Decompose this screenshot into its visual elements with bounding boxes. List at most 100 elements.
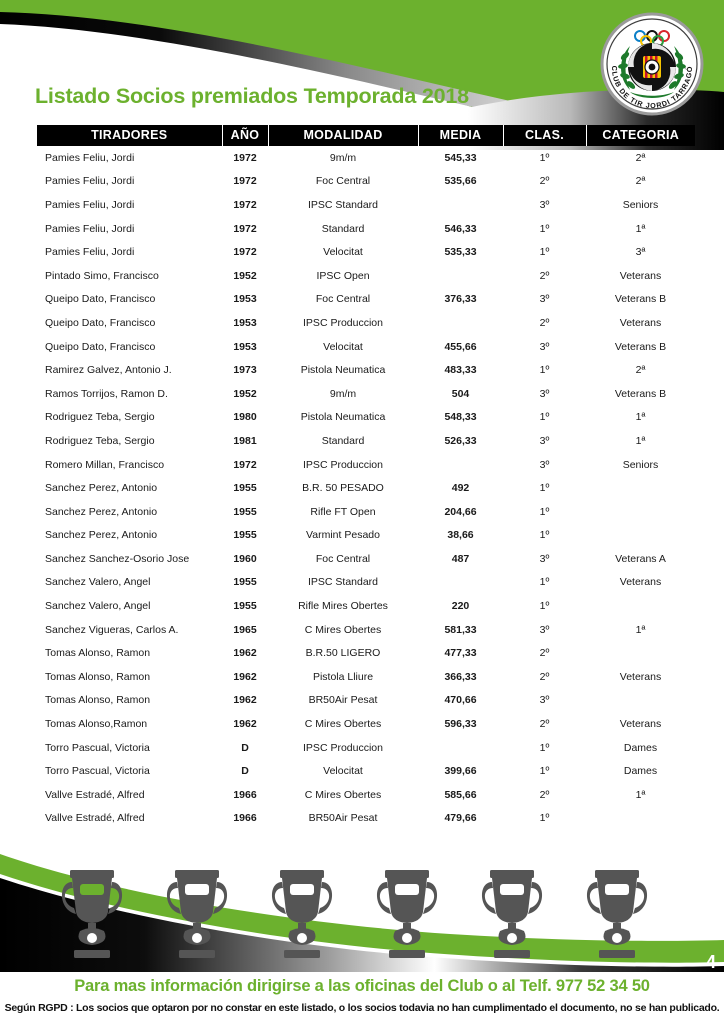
cell-categoria: 1ª xyxy=(635,623,646,636)
cell-ano: 1960 xyxy=(233,552,257,565)
table-row: Pamies Feliu, Jordi 1972 Velocitat 535,33 1º… xyxy=(37,240,695,264)
cell-tirador: Ramos Torrijos, Ramon D. xyxy=(45,387,168,400)
table-row: Sanchez Perez, Antonio 1955 B.R. 50 PESADO… xyxy=(37,476,695,500)
cell-media: 581,33 xyxy=(444,623,477,636)
cell-clas: 1º xyxy=(539,482,550,495)
cell-categoria: Veterans B xyxy=(614,293,667,306)
cell-clas: 1º xyxy=(539,576,550,589)
cell-modalidad: IPSC Produccion xyxy=(303,316,383,329)
cell-media xyxy=(418,453,503,477)
cell-clas: 3º xyxy=(539,293,550,306)
cell-ano: 1955 xyxy=(233,600,257,613)
cell-tirador: Vallve Estradé, Alfred xyxy=(45,812,145,825)
cell-media xyxy=(418,311,503,335)
cell-media: 535,33 xyxy=(444,246,477,259)
cell-clas: 1º xyxy=(539,411,550,424)
cell-modalidad: IPSC Open xyxy=(316,269,370,282)
cell-ano: 1972 xyxy=(233,246,257,259)
table-row: Tomas Alonso, Ramon 1962 Pistola Lliure 366… xyxy=(37,665,695,689)
cell-tirador: Pamies Feliu, Jordi xyxy=(45,151,135,164)
cell-categoria: 3ª xyxy=(635,246,646,259)
cell-media: 477,33 xyxy=(444,647,477,660)
table-row: Rodriguez Teba, Sergio 1980 Pistola Neumat… xyxy=(37,406,695,430)
cell-categoria: Veterans B xyxy=(614,340,667,353)
cell-clas: 2º xyxy=(539,718,550,731)
cell-ano: 1952 xyxy=(233,269,257,282)
cell-clas: 3º xyxy=(539,340,550,353)
table-row: Sanchez Sanchez-Osorio Jose 1960 Foc Centr… xyxy=(37,547,695,571)
cell-categoria: 1ª xyxy=(635,434,646,447)
cell-tirador: Sanchez Perez, Antonio xyxy=(45,482,158,495)
cell-tirador: Torro Pascual, Victoria xyxy=(45,741,150,754)
cell-clas: 2º xyxy=(539,175,550,188)
cell-modalidad: IPSC Standard xyxy=(307,198,379,211)
cell-ano: 1953 xyxy=(233,316,257,329)
cell-modalidad: Rifle Mires Obertes xyxy=(298,600,388,613)
cell-media: 366,33 xyxy=(444,670,477,683)
table-row: Sanchez Valero, Angel 1955 Rifle Mires Obe… xyxy=(37,594,695,618)
cell-clas: 1º xyxy=(539,812,550,825)
column-header-categoria: CATEGORIA xyxy=(586,125,695,146)
cell-modalidad: Foc Central xyxy=(315,175,371,188)
cell-clas: 1º xyxy=(539,741,550,754)
cell-tirador: Sanchez Valero, Angel xyxy=(45,576,151,589)
cell-modalidad: Standard xyxy=(321,222,365,235)
cell-tirador: Pamies Feliu, Jordi xyxy=(45,246,135,259)
cell-modalidad: Pistola Neumatica xyxy=(300,364,386,377)
table-row: Ramos Torrijos, Ramon D. 1952 9m/m 504 3º Vet… xyxy=(37,382,695,406)
cell-ano: 1981 xyxy=(233,434,257,447)
cell-ano: 1972 xyxy=(233,175,257,188)
cell-clas: 1º xyxy=(539,529,550,542)
cell-clas: 1º xyxy=(539,364,550,377)
table-row: Tomas Alonso,Ramon 1962 C Mires Obertes 596… xyxy=(37,712,695,736)
cell-media: 483,33 xyxy=(444,364,477,377)
cell-clas: 3º xyxy=(539,198,550,211)
cell-categoria: Veterans xyxy=(619,576,662,589)
cell-modalidad: 9m/m xyxy=(329,387,357,400)
cell-categoria xyxy=(586,807,695,831)
cell-tirador: Tomas Alonso, Ramon xyxy=(45,647,151,660)
cell-modalidad: IPSC Produccion xyxy=(303,458,383,471)
cell-modalidad: C Mires Obertes xyxy=(304,623,382,636)
cell-ano: D xyxy=(241,741,249,754)
table-row: Ramirez Galvez, Antonio J. 1973 Pistola Ne… xyxy=(37,358,695,382)
cell-modalidad: Foc Central xyxy=(315,552,371,565)
cell-media xyxy=(418,264,503,288)
cell-modalidad: Velocitat xyxy=(323,246,363,259)
cell-modalidad: C Mires Obertes xyxy=(304,788,382,801)
table-header: TIRADORES AÑO MODALIDAD MEDIA CLAS. CATE… xyxy=(37,125,695,146)
table-header-row: TIRADORES AÑO MODALIDAD MEDIA CLAS. CATE… xyxy=(37,125,695,146)
cell-ano: 1972 xyxy=(233,458,257,471)
cell-categoria xyxy=(586,476,695,500)
cell-ano: 1973 xyxy=(233,364,257,377)
cell-tirador: Sanchez Sanchez-Osorio Jose xyxy=(45,552,190,565)
cell-categoria: 1ª xyxy=(635,788,646,801)
cell-clas: 1º xyxy=(539,505,550,518)
cell-ano: 1955 xyxy=(233,529,257,542)
cell-categoria: Veterans xyxy=(619,718,662,731)
table-row: Vallve Estradé, Alfred 1966 C Mires Oberte… xyxy=(37,783,695,807)
cell-clas: 3º xyxy=(539,623,550,636)
cell-ano: D xyxy=(241,765,249,778)
cell-categoria: 2ª xyxy=(635,364,646,377)
cell-tirador: Sanchez Perez, Antonio xyxy=(45,505,158,518)
cell-tirador: Pamies Feliu, Jordi xyxy=(45,198,135,211)
table-row: Pamies Feliu, Jordi 1972 Foc Central 535,66… xyxy=(37,170,695,194)
cell-categoria: Veterans A xyxy=(615,552,666,565)
page-number: 4 xyxy=(705,952,716,972)
trophy-row xyxy=(61,870,648,958)
footer-contact-line: Para mas información dirigirse a las ofi… xyxy=(74,977,650,995)
table-row: Queipo Dato, Francisco 1953 IPSC Produccio… xyxy=(37,311,695,335)
cell-clas: 1º xyxy=(539,600,550,613)
footer-banner-graphic xyxy=(0,852,724,972)
cell-tirador: Sanchez Perez, Antonio xyxy=(45,529,158,542)
cell-modalidad: 9m/m xyxy=(329,151,357,164)
cell-media: 492 xyxy=(451,482,470,495)
cell-categoria: 2ª xyxy=(635,175,646,188)
cell-media: 376,33 xyxy=(444,293,477,306)
cell-ano: 1966 xyxy=(233,812,257,825)
cell-modalidad: Pistola Neumatica xyxy=(300,411,386,424)
table-row: Sanchez Perez, Antonio 1955 Varmint Pesado… xyxy=(37,524,695,548)
cell-clas: 3º xyxy=(539,458,550,471)
